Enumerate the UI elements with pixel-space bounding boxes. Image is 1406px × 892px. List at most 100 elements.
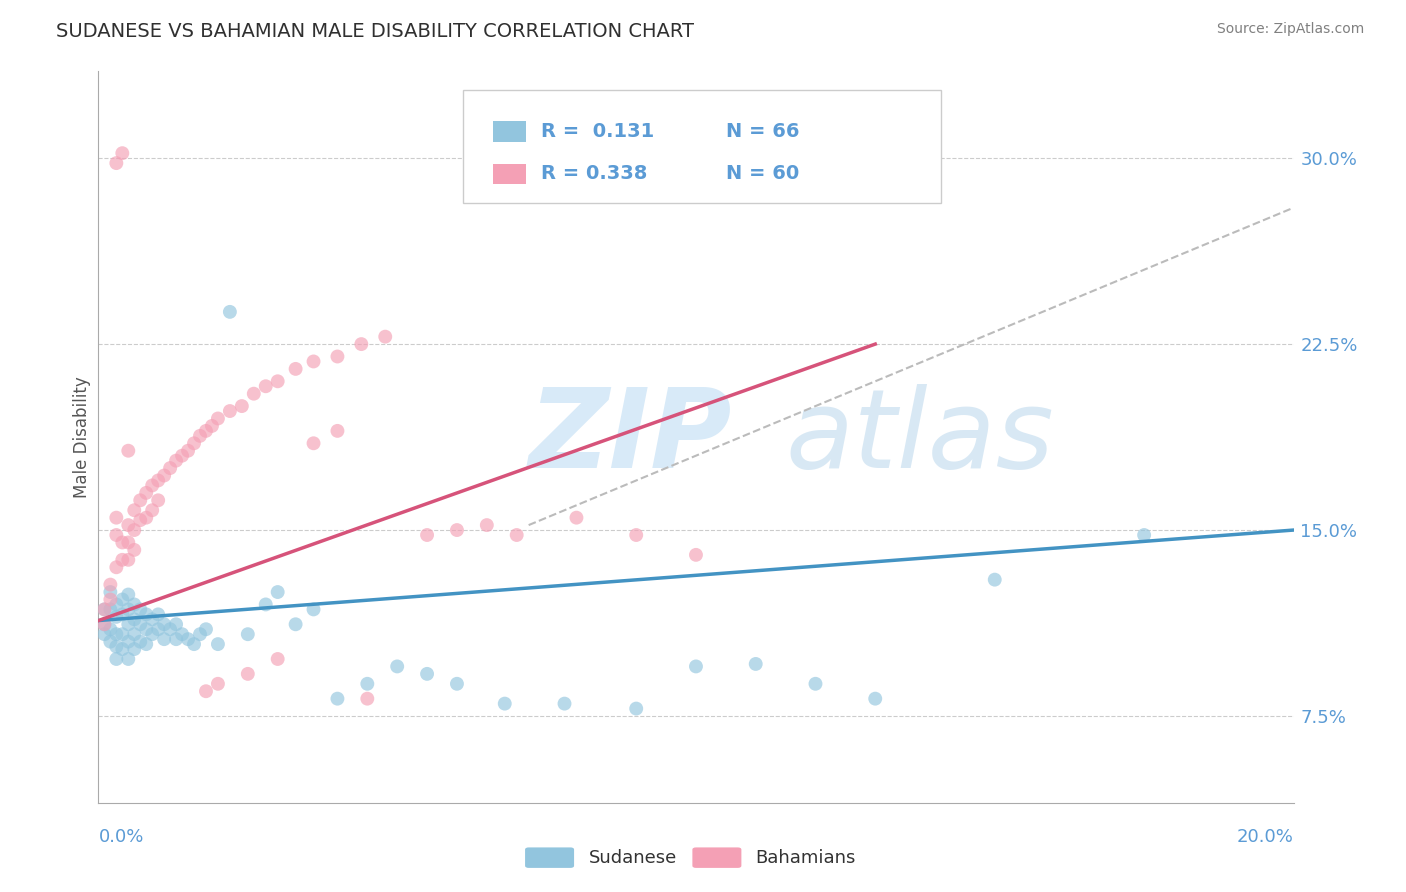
FancyBboxPatch shape — [524, 847, 574, 868]
Point — [111, 642, 134, 657]
Point — [267, 652, 290, 666]
Text: 0.0%: 0.0% — [98, 829, 143, 847]
Point — [105, 627, 128, 641]
Point — [105, 560, 128, 574]
Point — [135, 486, 157, 500]
Point — [148, 474, 170, 488]
Point — [111, 592, 134, 607]
Point — [98, 585, 122, 599]
FancyBboxPatch shape — [692, 847, 741, 868]
Point — [446, 523, 468, 537]
Point — [207, 637, 229, 651]
Point — [153, 617, 176, 632]
Point — [745, 657, 768, 671]
Point — [254, 379, 277, 393]
Text: atlas: atlas — [786, 384, 1054, 491]
Point — [141, 478, 163, 492]
Point — [356, 691, 378, 706]
Point — [117, 535, 139, 549]
Point — [626, 701, 648, 715]
Point — [93, 602, 115, 616]
Point — [565, 510, 588, 524]
Point — [685, 659, 707, 673]
Point — [105, 598, 128, 612]
Point — [111, 607, 134, 622]
Point — [98, 622, 122, 636]
Point — [494, 697, 516, 711]
Text: R =  0.131: R = 0.131 — [541, 122, 654, 141]
Point — [385, 659, 409, 673]
Point — [1133, 528, 1156, 542]
Point — [135, 607, 157, 622]
Point — [111, 146, 134, 161]
Point — [105, 610, 128, 624]
Point — [356, 677, 378, 691]
Point — [207, 411, 229, 425]
Point — [117, 634, 139, 648]
Point — [129, 617, 152, 632]
Point — [124, 612, 146, 626]
Point — [105, 640, 128, 654]
Point — [111, 627, 134, 641]
Text: SUDANESE VS BAHAMIAN MALE DISABILITY CORRELATION CHART: SUDANESE VS BAHAMIAN MALE DISABILITY COR… — [56, 22, 695, 41]
Point — [105, 652, 128, 666]
Point — [172, 449, 194, 463]
Point — [117, 443, 139, 458]
Point — [93, 602, 115, 616]
Point — [326, 350, 349, 364]
Point — [105, 156, 128, 170]
Point — [135, 510, 157, 524]
Point — [804, 677, 827, 691]
Point — [243, 386, 266, 401]
Point — [135, 622, 157, 636]
Point — [105, 510, 128, 524]
Point — [124, 598, 146, 612]
Point — [124, 523, 146, 537]
Point — [188, 429, 211, 443]
Point — [284, 362, 307, 376]
Point — [219, 305, 242, 319]
Point — [207, 677, 229, 691]
Point — [475, 518, 498, 533]
Text: Source: ZipAtlas.com: Source: ZipAtlas.com — [1216, 22, 1364, 37]
Point — [124, 642, 146, 657]
Point — [201, 418, 224, 433]
Point — [148, 493, 170, 508]
Point — [129, 634, 152, 648]
Point — [326, 424, 349, 438]
Text: ZIP: ZIP — [529, 384, 733, 491]
Point — [626, 528, 648, 542]
Point — [117, 602, 139, 616]
Point — [98, 577, 122, 591]
Point — [129, 513, 152, 527]
Point — [165, 453, 187, 467]
Point — [129, 602, 152, 616]
Point — [231, 399, 253, 413]
Point — [117, 588, 139, 602]
Point — [188, 627, 211, 641]
Point — [195, 684, 218, 698]
Point — [111, 553, 134, 567]
Point — [141, 612, 163, 626]
Point — [984, 573, 1007, 587]
FancyBboxPatch shape — [463, 90, 941, 203]
Point — [416, 666, 439, 681]
Point — [124, 542, 146, 557]
Point — [267, 585, 290, 599]
Point — [219, 404, 242, 418]
Point — [93, 617, 115, 632]
Text: R = 0.338: R = 0.338 — [541, 164, 647, 184]
Point — [105, 528, 128, 542]
Point — [135, 637, 157, 651]
Point — [141, 503, 163, 517]
Point — [446, 677, 468, 691]
Point — [195, 424, 218, 438]
Point — [117, 617, 139, 632]
Point — [153, 632, 176, 647]
Point — [93, 627, 115, 641]
Point — [93, 617, 115, 632]
Point — [165, 617, 187, 632]
Point — [124, 503, 146, 517]
Point — [236, 627, 259, 641]
Point — [98, 634, 122, 648]
